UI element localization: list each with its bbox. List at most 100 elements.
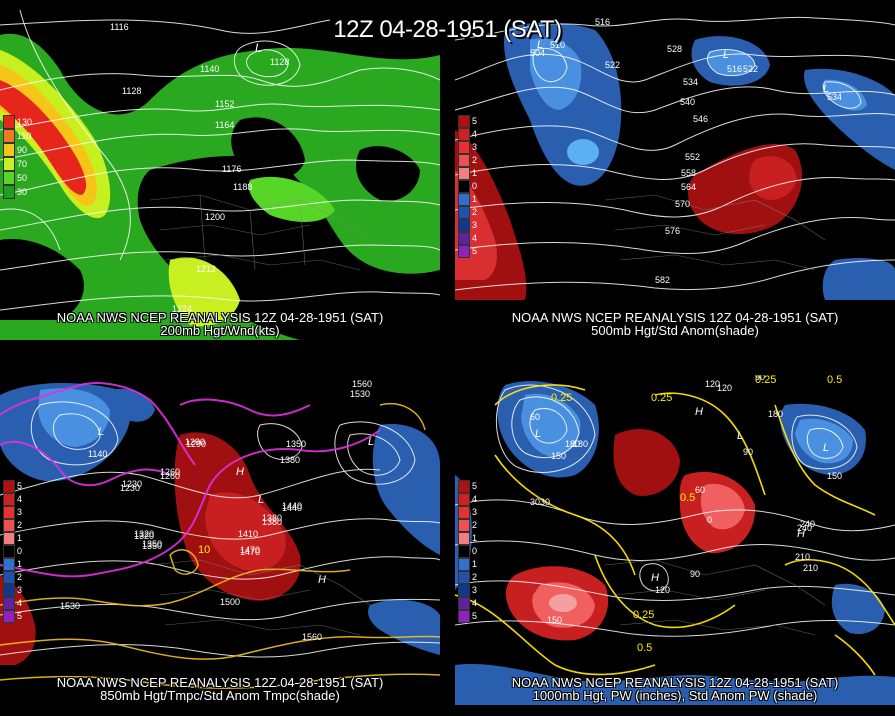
legend-label: 4: [472, 129, 478, 139]
color-legend: 5 4 3 2 1 0 1 2 3 4 5: [458, 115, 477, 258]
contour-label: 120: [655, 585, 670, 595]
contour-label: 552: [685, 152, 700, 162]
legend-label: 3: [17, 585, 23, 595]
contour-label: 180: [565, 439, 580, 449]
high-marker: H: [695, 406, 703, 418]
low-marker: L: [823, 83, 829, 95]
legend-swatch: 0: [3, 545, 22, 558]
contour-label: 1320: [134, 529, 154, 539]
contour-label: 120: [717, 383, 732, 393]
contour-label: 534: [683, 77, 698, 87]
legend-swatch: 30: [3, 185, 27, 199]
contour-label: 120: [705, 379, 720, 389]
pw-label: 0.5: [637, 642, 652, 654]
legend-label: 70: [17, 159, 28, 169]
legend-swatch: 2: [458, 206, 477, 219]
color-legend: 5 4 3 2 1 0 1 2 3 4 5: [458, 480, 477, 623]
contour-label: 1152: [215, 99, 234, 109]
legend-swatch: 4: [458, 597, 477, 610]
legend-label: 30: [17, 187, 28, 197]
legend-swatch: 1: [458, 532, 477, 545]
contour-label: 1140: [88, 449, 107, 459]
contour-label: 564: [681, 182, 696, 192]
contour-label: 150: [827, 471, 842, 481]
contour-label: 1380: [280, 455, 300, 465]
contour-label: 1320: [134, 531, 154, 541]
legend-swatch: 0: [458, 545, 477, 558]
contour-label: 540: [680, 97, 695, 107]
legend-swatch: 1: [458, 167, 477, 180]
legend-label: 5: [17, 481, 23, 491]
contour-label: 1200: [205, 212, 225, 222]
legend-label: 2: [472, 520, 478, 530]
contour-label: 60: [530, 412, 540, 422]
legend-label: 4: [17, 494, 23, 504]
low-marker: L: [537, 39, 543, 51]
legend-label: 0: [472, 181, 478, 191]
contour-label: 1212: [196, 264, 216, 274]
map-200mb: 1116 1128 1140 1152 1164 1176 1188 1200 …: [0, 10, 440, 340]
legend-swatch: 50: [3, 171, 27, 185]
contour-label: 528: [667, 44, 682, 54]
contour-label: 558: [681, 168, 696, 178]
legend-swatch: 4: [458, 128, 477, 141]
legend-swatch: 130: [3, 115, 32, 129]
legend-swatch: 1: [458, 558, 477, 571]
legend-label: 4: [472, 494, 478, 504]
panel-subcaption: 1000mb Hgt, PW (inches), Std Anom PW (sh…: [532, 688, 818, 703]
contour-label: 1350: [142, 541, 162, 551]
legend-swatch: 5: [3, 610, 22, 623]
contour-label: 1176: [222, 164, 241, 174]
high-marker: H: [236, 466, 244, 478]
legend-swatch: 3: [3, 506, 22, 519]
contour-label: 510: [550, 40, 565, 50]
contour-label: 504: [530, 48, 545, 58]
legend-swatch: 5: [458, 480, 477, 493]
legend-swatch: 2: [458, 154, 477, 167]
legend-swatch: 0: [458, 180, 477, 193]
contour-label: 1128: [270, 57, 289, 67]
contour-label: 534: [827, 92, 842, 102]
panel-caption: NOAA NWS NCEP REANALYSIS 12Z 04-28-1951 …: [511, 675, 839, 690]
legend-swatch: 3: [458, 506, 477, 519]
panel-1000mb-pw: 30 60 90 120 150 180 210 240 270 30 90 1…: [455, 375, 895, 705]
contour-label: 1230: [120, 483, 140, 493]
contour-label: 90: [755, 375, 765, 382]
low-marker: L: [368, 436, 374, 448]
map-1000mb-pw: 30 60 90 120 150 180 210 240 270 30 90 1…: [455, 375, 895, 705]
contour-label: 1560: [352, 379, 372, 389]
contour-label: 1260: [160, 471, 180, 481]
contour-label: 1440: [282, 501, 302, 511]
legend-label: 130: [17, 117, 33, 127]
contour-label: 1560: [302, 632, 322, 642]
low-marker: L: [535, 428, 541, 440]
legend-label: 1: [17, 533, 23, 543]
contour-label: 1224: [172, 304, 192, 314]
legend-swatch: 4: [3, 597, 22, 610]
legend-label: 5: [472, 116, 478, 126]
legend-swatch: 70: [3, 157, 27, 171]
panel-200mb: 1116 1128 1140 1152 1164 1176 1188 1200 …: [0, 10, 440, 340]
contour-label: 240: [797, 523, 812, 533]
contour-label: 90: [743, 447, 753, 457]
pw-label: 0.25: [651, 392, 672, 404]
legend-label: 5: [17, 611, 23, 621]
legend-label: 110: [17, 131, 32, 141]
pw-label: 0.5: [827, 375, 842, 386]
legend-swatch: 2: [458, 571, 477, 584]
low-marker: L: [823, 442, 829, 454]
legend-swatch: 2: [3, 519, 22, 532]
contour-label: 1470: [240, 547, 260, 557]
contour-label: 1230: [122, 479, 142, 489]
legend-swatch: 2: [3, 571, 22, 584]
legend-label: 50: [17, 173, 28, 183]
low-marker: L: [737, 430, 743, 442]
legend-label: 3: [472, 507, 478, 517]
contour-label: 1410: [238, 529, 258, 539]
panel-caption: NOAA NWS NCEP REANALYSIS 12Z 04-28-1951 …: [511, 310, 839, 325]
contour-label: 582: [655, 275, 670, 285]
legend-label: 5: [472, 611, 478, 621]
legend-swatch: 5: [458, 245, 477, 258]
contour-label: 210: [803, 563, 818, 573]
panel-subcaption: 200mb Hgt/Wnd(kts): [160, 323, 280, 338]
